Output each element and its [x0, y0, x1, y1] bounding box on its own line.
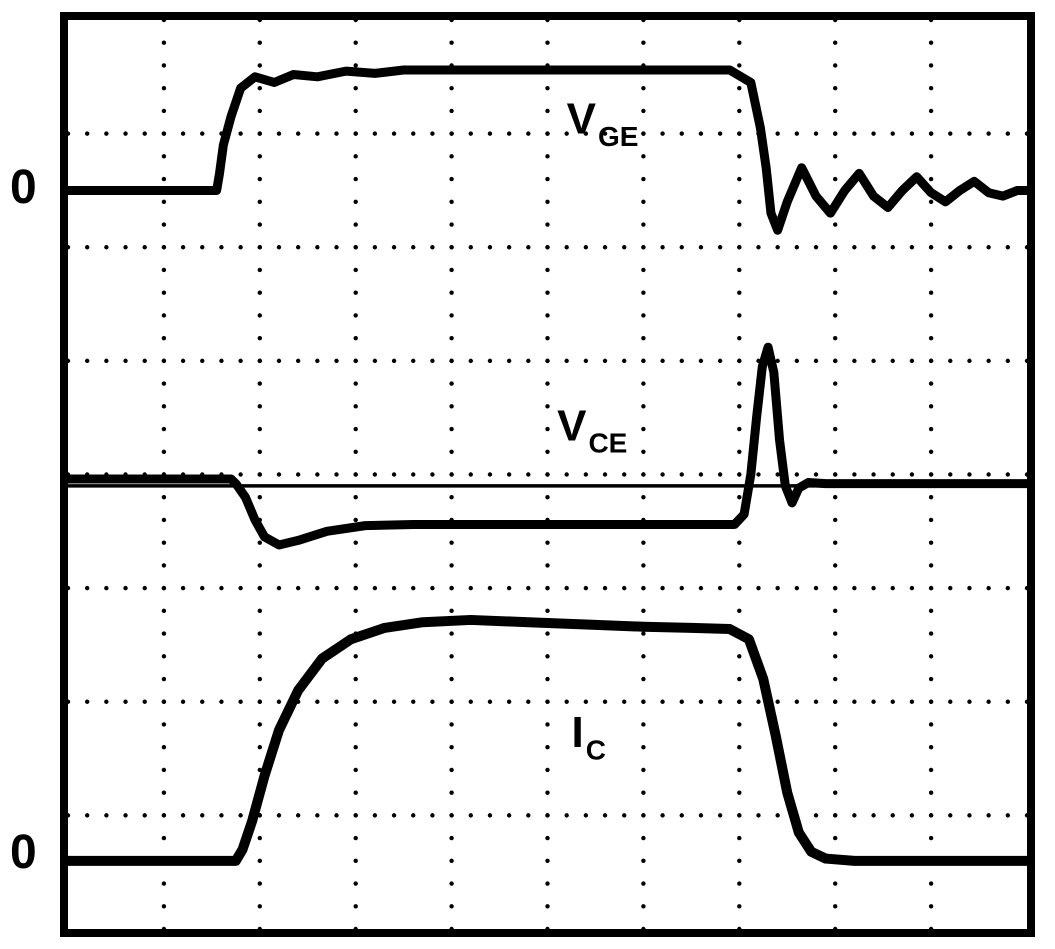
oscilloscope-plot: VGEVCEIC	[60, 12, 1035, 937]
zero-label-1: 0	[10, 829, 37, 877]
zero-label-0: 0	[10, 164, 37, 212]
scope-svg: VGEVCEIC	[60, 12, 1035, 937]
